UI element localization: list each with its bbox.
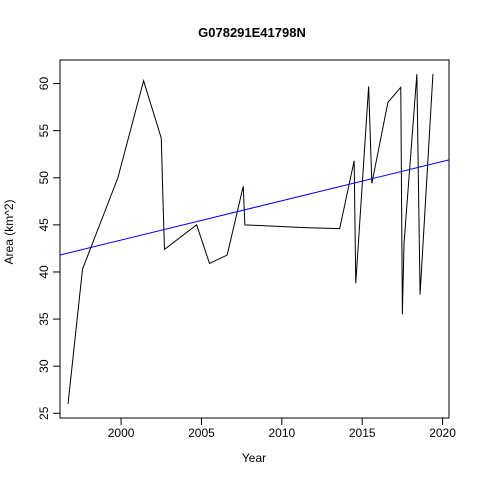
y-tick-label: 30	[37, 359, 51, 373]
y-tick-label: 40	[37, 265, 51, 279]
trend-line	[59, 159, 450, 256]
x-axis: 2000 2005 2010 2015 2020	[108, 417, 456, 440]
x-tick-label: 2015	[349, 426, 376, 440]
series-layer	[59, 74, 450, 404]
chart-title: G078291E41798N	[198, 25, 306, 40]
y-tick-label: 45	[37, 218, 51, 232]
y-tick-label: 55	[37, 124, 51, 138]
x-axis-label: Year	[242, 451, 266, 465]
y-axis: 25 30 35 40 45 50 55 60	[37, 77, 61, 420]
y-tick-label: 60	[37, 77, 51, 91]
y-tick-label: 50	[37, 171, 51, 185]
area-series-line	[67, 74, 434, 404]
x-tick-label: 2000	[108, 426, 135, 440]
x-tick-label: 2020	[429, 426, 456, 440]
x-tick-label: 2010	[268, 426, 295, 440]
y-tick-label: 35	[37, 312, 51, 326]
y-axis-label: Area (km^2)	[2, 200, 16, 265]
y-tick-label: 25	[37, 406, 51, 420]
x-tick-label: 2005	[188, 426, 215, 440]
